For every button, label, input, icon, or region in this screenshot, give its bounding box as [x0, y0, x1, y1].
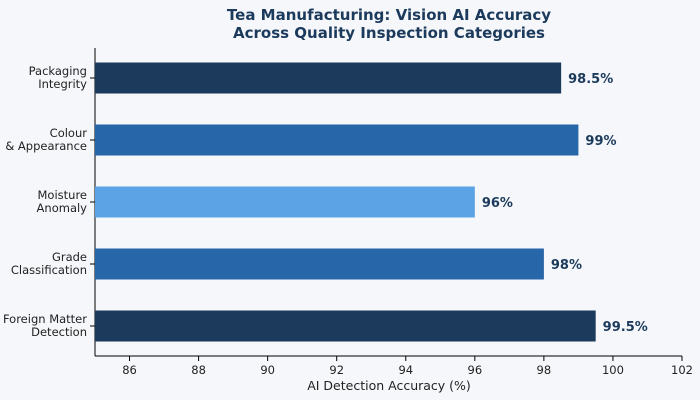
category-label: Grade [52, 250, 87, 264]
x-tick-label: 88 [191, 363, 206, 377]
data-label: 98.5% [568, 72, 613, 87]
x-tick-label: 96 [468, 363, 483, 377]
chart-title-line-2: Across Quality Inspection Categories [233, 24, 545, 42]
bar [95, 248, 544, 280]
x-tick-label: 98 [537, 363, 552, 377]
x-tick-label: 100 [602, 363, 624, 377]
category-label: Detection [31, 325, 87, 339]
bar [95, 124, 579, 156]
bar [95, 62, 562, 94]
bar [95, 310, 596, 342]
category-label: Foreign Matter [3, 312, 87, 326]
data-label: 99.5% [603, 320, 648, 335]
category-label: Moisture [38, 188, 88, 202]
data-label: 96% [482, 196, 513, 211]
data-label: 98% [551, 258, 582, 273]
x-tick-label: 92 [329, 363, 344, 377]
x-axis-label: AI Detection Accuracy (%) [307, 378, 471, 393]
chart-title-line-1: Tea Manufacturing: Vision AI Accuracy [227, 6, 551, 24]
x-tick-label: 102 [671, 363, 693, 377]
x-tick-label: 94 [398, 363, 413, 377]
data-label: 99% [585, 134, 616, 149]
x-tick-label: 90 [260, 363, 275, 377]
category-label: Classification [11, 263, 87, 277]
category-label: Colour [50, 126, 88, 140]
bar [95, 186, 475, 218]
category-label: & Appearance [5, 139, 87, 153]
category-label: Integrity [38, 77, 87, 91]
category-label: Anomaly [37, 201, 88, 215]
x-tick-label: 86 [122, 363, 137, 377]
category-label: Packaging [29, 64, 87, 78]
